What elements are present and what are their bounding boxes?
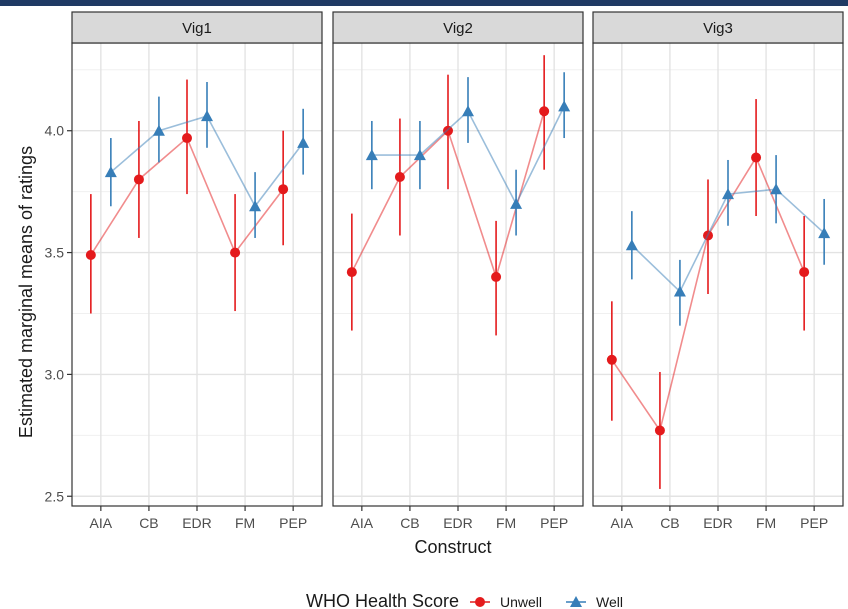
- legend-label-unwell: Unwell: [500, 594, 542, 609]
- data-point-well: [722, 188, 734, 200]
- facet-panel-vig1: Vig1 AIA CB EDR FM PEP: [71, 11, 323, 531]
- data-point-well: [104, 166, 117, 178]
- data-point-well: [770, 183, 783, 195]
- data-point-well: [413, 149, 426, 161]
- facet-strip-label: Vig3: [703, 20, 733, 37]
- x-tick-label: EDR: [182, 515, 212, 531]
- top-border-bar: [0, 0, 848, 6]
- y-tick-label: 4.0: [45, 123, 65, 139]
- data-point-well: [462, 105, 474, 117]
- facet-strip: [592, 11, 844, 44]
- x-tick-label: CB: [660, 515, 679, 531]
- x-tick-label: AIA: [611, 515, 634, 531]
- legend-title: WHO Health Score: [306, 591, 459, 609]
- facet-strip-label: Vig2: [443, 20, 473, 37]
- data-point-unwell: [85, 250, 96, 261]
- x-tick-label: PEP: [279, 515, 307, 531]
- data-point-unwell: [799, 267, 810, 278]
- data-point-well: [249, 200, 262, 212]
- x-tick-label: AIA: [351, 515, 374, 531]
- data-point-well: [510, 197, 523, 209]
- facet-strip-label: Vig1: [182, 20, 212, 37]
- data-point-unwell: [230, 247, 241, 258]
- facet-strip: [71, 11, 323, 44]
- x-tick-label: EDR: [443, 515, 473, 531]
- y-tick-label: 3.0: [45, 366, 65, 382]
- data-point-well: [558, 100, 571, 112]
- x-tick-label: PEP: [800, 515, 828, 531]
- data-point-well: [297, 136, 310, 148]
- legend-key-marker-unwell: [475, 597, 485, 607]
- x-tick-label: CB: [400, 515, 419, 531]
- facet-strip: [332, 11, 584, 44]
- data-point-well: [625, 239, 638, 251]
- x-tick-label: FM: [756, 515, 776, 531]
- data-point-unwell: [606, 354, 617, 365]
- facet-panel-vig3: Vig3 AIA CB EDR FM PEP: [592, 11, 844, 531]
- x-tick-label: PEP: [540, 515, 568, 531]
- data-point-well: [818, 227, 831, 239]
- data-point-unwell: [133, 174, 144, 185]
- x-axis-title: Construct: [414, 537, 491, 557]
- data-point-unwell: [278, 184, 289, 195]
- x-tick-label: AIA: [90, 515, 113, 531]
- x-tick-label: EDR: [703, 515, 733, 531]
- data-point-unwell: [751, 152, 762, 163]
- data-point-unwell: [654, 425, 665, 436]
- data-point-well: [152, 124, 165, 136]
- legend-key-marker-well: [570, 596, 582, 607]
- data-point-well: [365, 149, 378, 161]
- legend: WHO Health Score Unwell Well: [306, 591, 623, 609]
- data-point-unwell: [346, 267, 357, 278]
- data-point-unwell: [491, 271, 502, 282]
- data-point-unwell: [394, 172, 405, 183]
- y-axis-title: Estimated marginal means of ratings: [16, 146, 36, 438]
- x-tick-label: FM: [496, 515, 516, 531]
- data-point-unwell: [539, 106, 550, 117]
- data-point-unwell: [182, 133, 192, 144]
- x-tick-label: FM: [235, 515, 255, 531]
- legend-label-well: Well: [596, 594, 623, 609]
- data-point-well: [201, 110, 213, 122]
- y-tick-label: 2.5: [45, 488, 65, 504]
- facet-panel-vig2: Vig2 AIA CB EDR FM PEP: [332, 11, 584, 531]
- data-point-well: [673, 285, 686, 297]
- y-tick-label: 3.5: [45, 245, 65, 261]
- x-tick-label: CB: [139, 515, 158, 531]
